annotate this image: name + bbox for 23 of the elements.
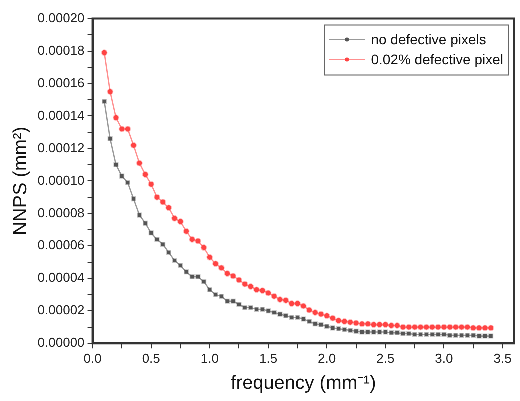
y-tick-label: 0.00000: [38, 335, 85, 350]
x-tick-label: 0.0: [84, 350, 102, 366]
x-tick-label: 3.0: [435, 350, 454, 366]
x-tick-label: 2.0: [318, 350, 336, 366]
x-tick-label: 0.5: [142, 350, 160, 366]
legend-label: 0.02% defective pixel: [371, 52, 504, 68]
x-tick-label: 3.5: [494, 350, 512, 366]
y-tick-label: 0.00008: [38, 205, 85, 220]
y-tick-label: 0.00002: [38, 302, 85, 318]
y-tick-label: 0.00018: [38, 42, 85, 58]
x-axis-title: frequency (mm⁻¹): [230, 372, 376, 394]
y-tick-label: 0.00016: [38, 75, 85, 90]
x-tick-label: 2.5: [376, 350, 395, 366]
legend-label: no defective pixels: [371, 32, 486, 48]
x-tick-label: 1.0: [200, 350, 219, 366]
x-tick-label: 1.5: [259, 350, 278, 366]
y-tick-label: 0.00012: [38, 140, 85, 156]
y-axis-title: NNPS (mm²): [10, 126, 32, 236]
y-tick-label: 0.00020: [38, 10, 85, 26]
y-tick-label: 0.00004: [38, 270, 85, 286]
y-tick-label: 0.00006: [38, 238, 85, 253]
y-tick-label: 0.00014: [38, 108, 85, 123]
y-tick-label: 0.00010: [38, 172, 85, 188]
